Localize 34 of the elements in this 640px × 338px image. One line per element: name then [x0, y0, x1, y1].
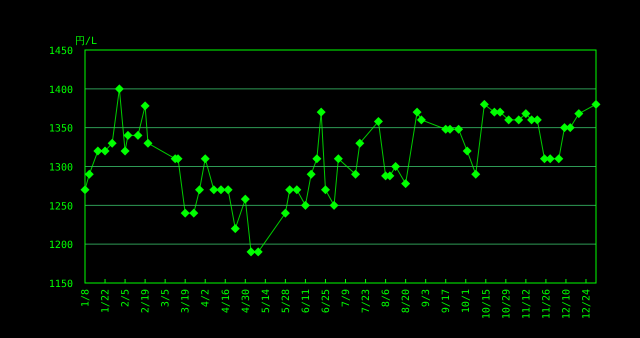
x-tick-label: 4/2: [200, 289, 212, 308]
x-tick-label: 5/28: [280, 289, 292, 314]
x-tick-label: 10/15: [481, 289, 492, 320]
x-tick-label: 4/30: [240, 289, 252, 314]
x-tick-label: 7/23: [361, 289, 372, 314]
x-tick-label: 12/24: [581, 289, 592, 320]
y-tick-label: 1400: [48, 84, 73, 96]
x-tick-label: 3/5: [160, 289, 172, 308]
x-tick-label: 8/6: [381, 289, 392, 308]
x-tick-label: 11/12: [521, 289, 532, 320]
y-tick-label: 1300: [48, 162, 73, 174]
x-tick-label: 5/14: [260, 289, 272, 314]
x-tick-label: 1/22: [100, 289, 112, 314]
x-tick-label: 8/20: [401, 289, 412, 314]
x-tick-label: 9/17: [441, 289, 452, 314]
x-tick-label: 10/29: [501, 289, 512, 320]
x-tick-label: 1/8: [80, 289, 92, 308]
y-tick-label: 1350: [48, 124, 73, 135]
y-axis-title: 円/L: [75, 36, 98, 47]
x-tick-label: 4/16: [220, 289, 232, 314]
x-tick-label: 6/25: [320, 289, 332, 314]
x-tick-label: 11/26: [541, 289, 552, 320]
y-tick-label: 1150: [48, 279, 73, 290]
y-tick-label: 1250: [48, 201, 73, 212]
x-tick-label: 2/5: [120, 289, 132, 308]
x-tick-label: 2/19: [140, 289, 152, 314]
x-tick-label: 9/3: [421, 289, 432, 308]
y-tick-label: 1200: [48, 240, 73, 252]
x-tick-label: 10/1: [461, 289, 472, 314]
x-tick-label: 6/11: [300, 289, 312, 314]
x-tick-label: 7/9: [341, 289, 352, 308]
x-tick-label: 3/19: [180, 289, 192, 314]
y-tick-label: 1450: [48, 46, 73, 57]
x-tick-label: 12/10: [561, 289, 572, 320]
